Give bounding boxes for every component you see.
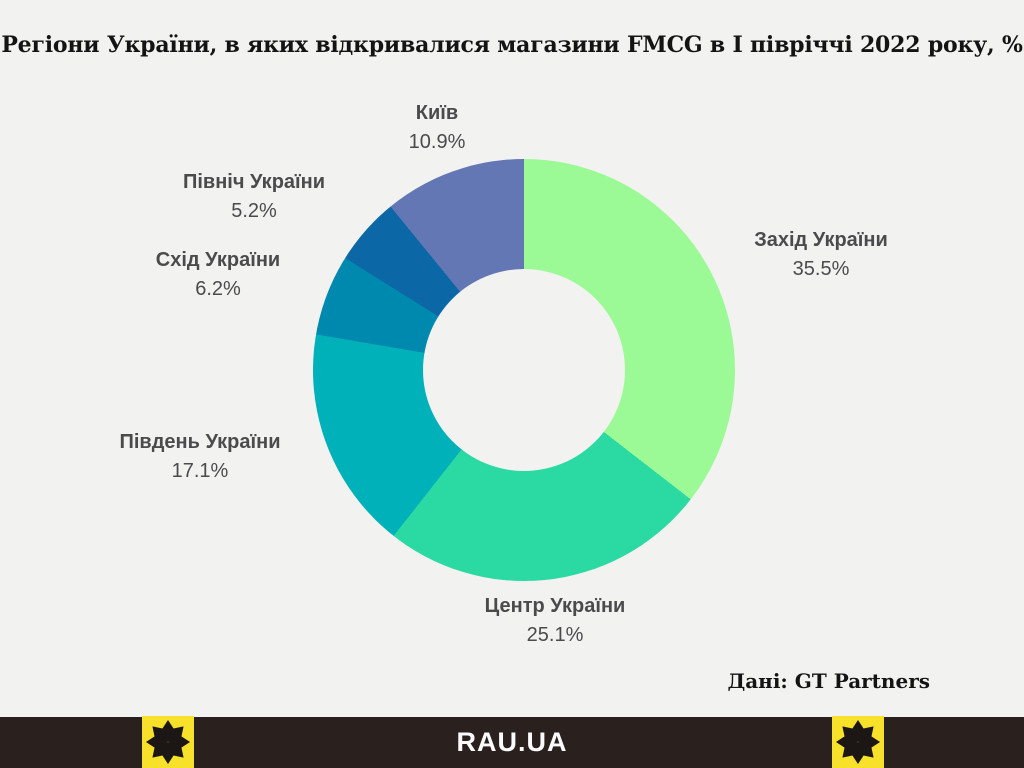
slice-value: 5.2% — [231, 200, 277, 222]
slice-name: Схід України — [155, 249, 281, 271]
slice-name: Південь України — [119, 431, 281, 453]
slice-label-kyiv: Київ 10.9% — [409, 99, 466, 157]
slice-label-zakhid: Захід України 35.5% — [754, 226, 888, 284]
eight-pointed-star-icon — [835, 719, 881, 765]
slice-label-pivnich: Північ України 5.2% — [183, 168, 325, 226]
donut-hole — [423, 269, 625, 471]
slice-value: 25.1% — [526, 624, 584, 646]
slice-name: Північ України — [182, 171, 326, 193]
chart-title: Регіони України, в яких відкривалися маг… — [1, 32, 1023, 58]
slice-value: 17.1% — [171, 460, 229, 482]
slice-label-pivden: Південь України 17.1% — [119, 428, 280, 486]
logo-tile-right — [832, 716, 884, 768]
slice-name: Захід України — [754, 229, 888, 251]
slice-label-skhid: Схід України 6.2% — [156, 246, 280, 304]
slice-label-tsentr: Центр України 25.1% — [485, 592, 626, 650]
slice-value: 6.2% — [195, 278, 241, 300]
eight-pointed-star-icon — [145, 719, 191, 765]
slice-name: Центр України — [484, 595, 626, 617]
slice-name: Київ — [415, 102, 459, 124]
slice-value: 35.5% — [792, 258, 850, 280]
logo-tile-left — [142, 716, 194, 768]
data-source-note: Дані: GT Partners — [727, 669, 930, 693]
donut-chart — [313, 159, 735, 581]
slice-value: 10.9% — [408, 131, 466, 153]
brand-wordmark: RAU.UA — [456, 727, 568, 757]
